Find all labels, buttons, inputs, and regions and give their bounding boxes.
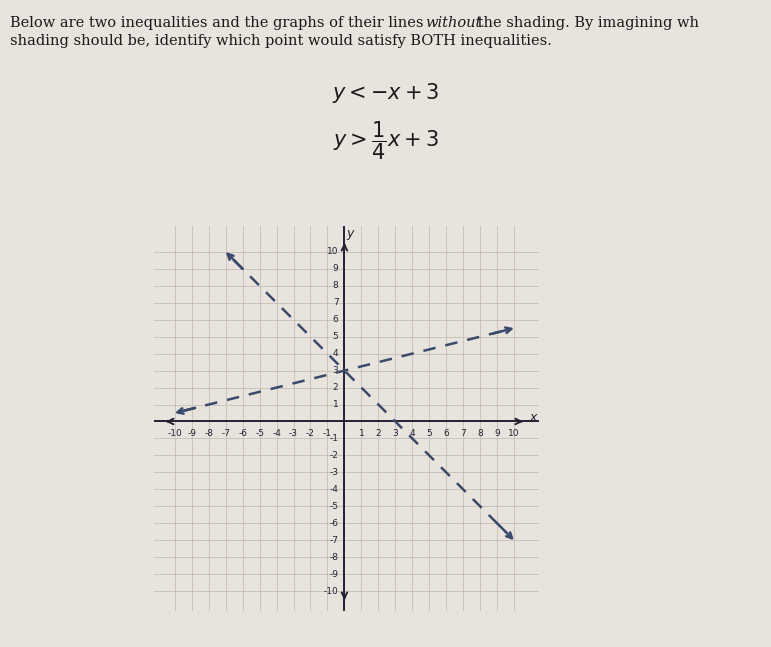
Text: 5: 5 bbox=[333, 332, 338, 341]
Text: -5: -5 bbox=[255, 429, 264, 438]
Text: Below are two inequalities and the graphs of their lines: Below are two inequalities and the graph… bbox=[10, 16, 428, 30]
Text: -3: -3 bbox=[329, 468, 338, 477]
Text: 8: 8 bbox=[477, 429, 483, 438]
Text: -6: -6 bbox=[329, 519, 338, 528]
Text: 1: 1 bbox=[333, 400, 338, 409]
Text: 10: 10 bbox=[508, 429, 520, 438]
Text: 3: 3 bbox=[392, 429, 398, 438]
Text: -9: -9 bbox=[329, 569, 338, 578]
Text: -7: -7 bbox=[221, 429, 231, 438]
Text: 2: 2 bbox=[333, 383, 338, 392]
Text: without: without bbox=[425, 16, 481, 30]
Text: $y > \dfrac{1}{4}x+3$: $y > \dfrac{1}{4}x+3$ bbox=[332, 120, 439, 162]
Text: 10: 10 bbox=[327, 247, 338, 256]
Text: 2: 2 bbox=[375, 429, 381, 438]
Text: shading should be, identify which point would satisfy BOTH inequalities.: shading should be, identify which point … bbox=[10, 34, 552, 49]
Text: 9: 9 bbox=[494, 429, 500, 438]
Text: -4: -4 bbox=[329, 485, 338, 494]
Text: 5: 5 bbox=[426, 429, 432, 438]
Text: -7: -7 bbox=[329, 536, 338, 545]
Text: -2: -2 bbox=[329, 451, 338, 460]
Text: 6: 6 bbox=[333, 315, 338, 324]
Text: -1: -1 bbox=[329, 434, 338, 443]
Text: -4: -4 bbox=[272, 429, 281, 438]
Text: -2: -2 bbox=[306, 429, 315, 438]
Text: 9: 9 bbox=[333, 265, 338, 273]
Text: -6: -6 bbox=[238, 429, 247, 438]
Text: 4: 4 bbox=[409, 429, 415, 438]
Text: x: x bbox=[529, 411, 537, 424]
Text: 1: 1 bbox=[359, 429, 364, 438]
Text: 4: 4 bbox=[333, 349, 338, 358]
Text: $y < -x+3$: $y < -x+3$ bbox=[332, 81, 439, 105]
Text: -1: -1 bbox=[323, 429, 332, 438]
Text: 6: 6 bbox=[443, 429, 449, 438]
Text: -8: -8 bbox=[204, 429, 214, 438]
Text: -5: -5 bbox=[329, 502, 338, 510]
Text: -10: -10 bbox=[324, 587, 338, 596]
Text: 7: 7 bbox=[333, 298, 338, 307]
Text: 7: 7 bbox=[460, 429, 466, 438]
Text: 3: 3 bbox=[333, 366, 338, 375]
Text: -9: -9 bbox=[187, 429, 197, 438]
Text: 8: 8 bbox=[333, 281, 338, 291]
Text: -8: -8 bbox=[329, 553, 338, 562]
Text: -10: -10 bbox=[167, 429, 182, 438]
Text: -3: -3 bbox=[289, 429, 298, 438]
Text: y: y bbox=[347, 226, 354, 240]
Text: the shading. By imagining wh: the shading. By imagining wh bbox=[473, 16, 699, 30]
